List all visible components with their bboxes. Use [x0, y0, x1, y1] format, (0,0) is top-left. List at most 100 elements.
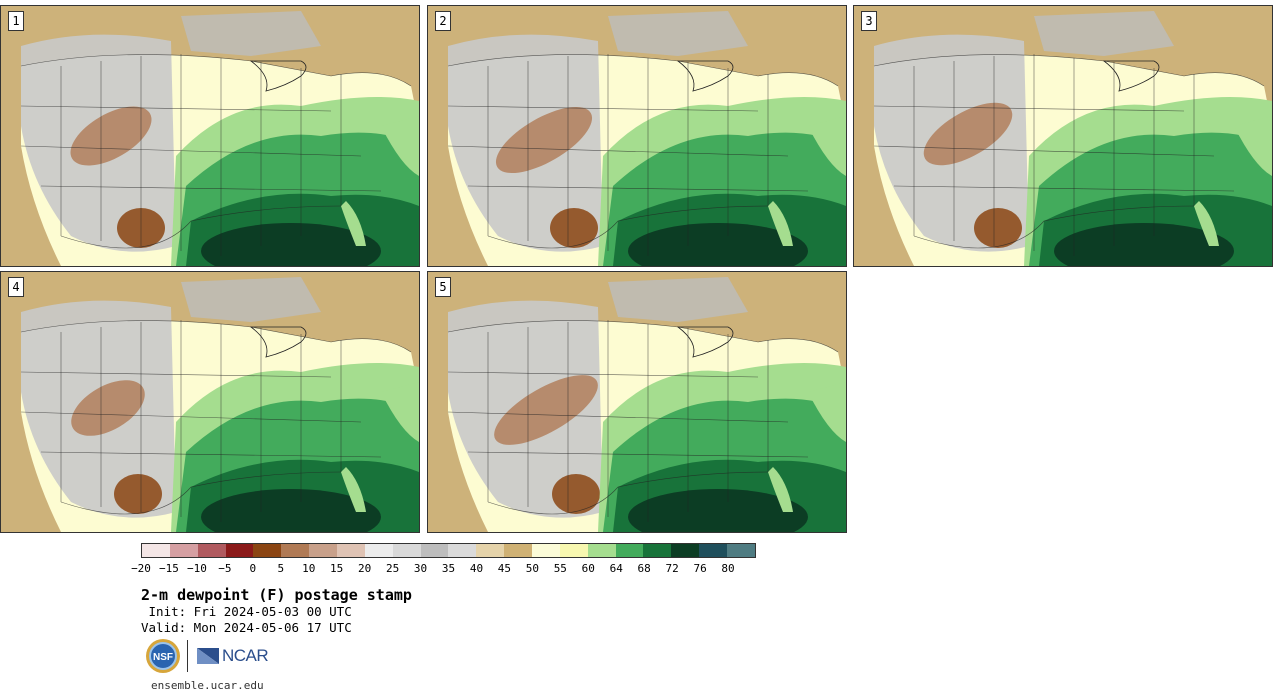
colorbar-tick-label: 0 [249, 562, 257, 575]
colorbar-swatch [253, 544, 282, 557]
boundary-line [40, 451, 382, 458]
logos: NSF NCAR [145, 638, 285, 676]
colorbar-swatch [448, 544, 477, 557]
colorbar-ticks: −20 −15 −10 −5 0 5 10 15 20 25 30 35 40 45 50 55 60 64 68 7… [131, 562, 756, 576]
colorbar-swatch [559, 544, 588, 557]
nsf-logo-icon: NSF [146, 639, 180, 673]
mexico-dry-region [550, 208, 598, 248]
colorbar-swatch [699, 544, 728, 557]
dry-brown-region [71, 380, 145, 436]
member-label: 2 [435, 11, 451, 31]
colorbar-swatch [615, 544, 644, 557]
north-gray-region [608, 11, 748, 56]
boundary-line [20, 145, 362, 157]
valid-time: Valid: Mon 2024-05-06 17 UTC [141, 620, 352, 635]
colorbar-tick-label: 80 [721, 562, 735, 575]
florida-region [768, 467, 793, 512]
great-lakes-outline [676, 326, 734, 358]
dewpoint-map [428, 6, 846, 266]
ncar-logo-icon [197, 648, 219, 664]
colorbar-swatch [281, 544, 310, 557]
colorbar-tick-label: 60 [581, 562, 595, 575]
colorbar-swatch [504, 544, 533, 557]
boundary-line [487, 471, 769, 515]
boundary-line [20, 371, 332, 378]
colorbar-tick-label: 25 [385, 562, 400, 575]
dewpoint-map [1, 272, 419, 532]
member-label: 3 [861, 11, 877, 31]
boundary-line [447, 371, 759, 378]
colorbar-tick-label: 30 [413, 562, 428, 575]
colorbar-tick-label: 64 [609, 562, 623, 575]
colorbar-swatch [309, 544, 338, 557]
colorbar-tick-label: 45 [497, 562, 512, 575]
colorbar-tick-label: 5 [277, 562, 285, 575]
boundary-line [913, 205, 1195, 249]
member-label: 4 [8, 277, 24, 297]
colorbar-swatch [142, 544, 170, 557]
boundary-line [60, 471, 342, 515]
colorbar-tick-label: 72 [665, 562, 679, 575]
gulf-region [201, 489, 381, 532]
dewpoint-map [854, 6, 1272, 266]
colorbar-tick-label: −15 [159, 562, 179, 575]
colorbar-swatch [532, 544, 560, 557]
boundary-line [20, 320, 412, 353]
boundary-line [447, 320, 839, 353]
colorbar-tick-label: 55 [553, 562, 567, 575]
colorbar-tick-label: −10 [186, 562, 207, 575]
colorbar-swatch [420, 544, 449, 557]
stamp-member-3[interactable]: 3 [853, 5, 1273, 267]
mexico-dry-region [974, 208, 1022, 248]
mexico-dry-region [114, 474, 162, 514]
atlantic-region [381, 116, 419, 176]
gulf-region [201, 223, 381, 266]
great-lakes-outline [676, 60, 734, 92]
colorbar-tick-label: 35 [441, 562, 456, 575]
boundary-line [60, 205, 342, 249]
great-lakes-outline [249, 60, 307, 92]
colorbar-swatch [727, 544, 755, 557]
colorbar-tick-label: −5 [218, 562, 232, 575]
north-gray-region [1034, 11, 1174, 56]
stamp-member-1[interactable]: 1 [0, 5, 420, 267]
colorbar-swatch [225, 544, 254, 557]
colorbar-tick-label: −20 [131, 562, 151, 575]
dewpoint-map [1, 6, 419, 266]
boundary-line [873, 54, 1265, 87]
atlantic-region [381, 382, 419, 442]
boundary-line [447, 145, 789, 157]
boundary-line [20, 105, 332, 112]
stamp-member-2[interactable]: 2 [427, 5, 847, 267]
boundary-line [487, 205, 769, 249]
ncar-logo-text: NCAR [222, 646, 269, 665]
atlantic-region [808, 382, 846, 442]
plot-title: 2-m dewpoint (F) postage stamp [141, 586, 412, 604]
dry-brown-region [70, 106, 152, 166]
stamp-member-4[interactable]: 4 [0, 271, 420, 533]
logo-divider [187, 640, 188, 672]
mexico-dry-region [552, 474, 600, 514]
init-time: Init: Fri 2024-05-03 00 UTC [141, 604, 352, 619]
member-label: 1 [8, 11, 24, 31]
boundary-line [447, 105, 759, 112]
member-label: 5 [435, 277, 451, 297]
colorbar-swatch [587, 544, 616, 557]
colorbar-swatch [337, 544, 365, 557]
great-lakes-outline [1102, 60, 1160, 92]
north-gray-region [608, 277, 748, 322]
colorbar-tick-label: 20 [358, 562, 372, 575]
colorbar-tick-label: 10 [302, 562, 316, 575]
colorbar-swatch [643, 544, 672, 557]
colorbar-swatch [197, 544, 226, 557]
colorbar-swatch [169, 544, 198, 557]
boundary-line [447, 54, 839, 87]
stamp-member-5[interactable]: 5 [427, 271, 847, 533]
boundary-line [20, 54, 412, 87]
atlantic-region [1234, 116, 1272, 176]
florida-region [1194, 201, 1219, 246]
great-lakes-outline [249, 326, 307, 358]
site-url[interactable]: ensemble.ucar.edu [151, 679, 264, 692]
florida-region [768, 201, 793, 246]
nsf-logo-text: NSF [153, 652, 173, 663]
